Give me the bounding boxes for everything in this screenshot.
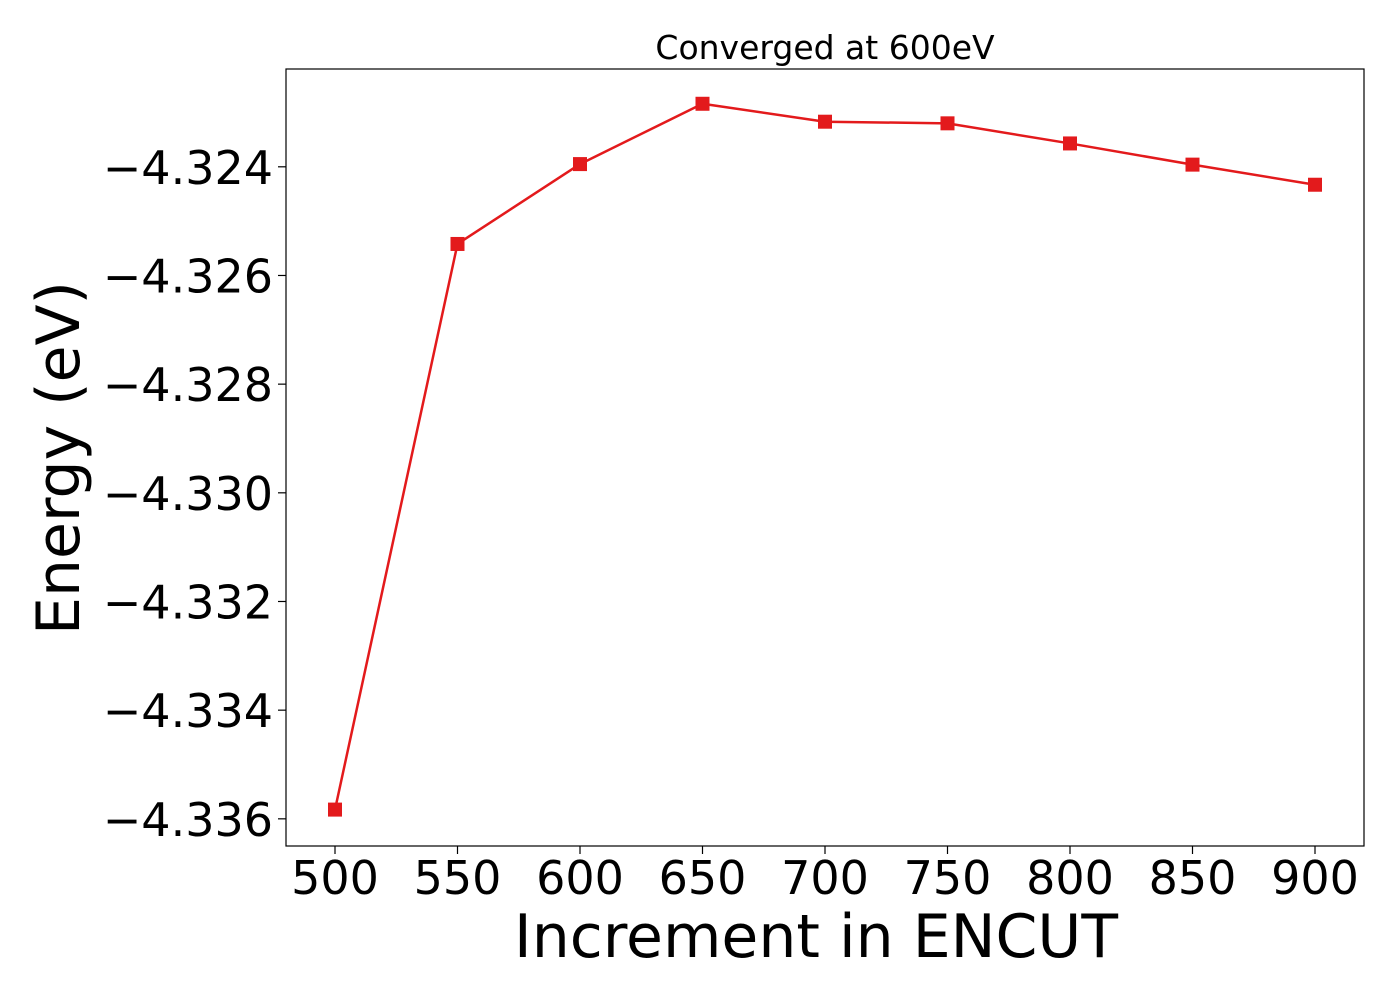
y-axis-label: Energy (eV) [24,281,94,635]
data-point [573,157,587,172]
series-line [333,102,1316,810]
x-tick-label: 550 [414,851,502,905]
x-tick-label: 700 [781,851,869,905]
plot-frame [285,68,1365,847]
x-tick-label: 750 [904,851,992,905]
data-point [1308,177,1322,192]
x-axis: 500 550 600 650 700 750 800 850 900 [291,846,1359,905]
data-point [1063,136,1077,151]
data-point [940,116,955,131]
x-tick-label: 600 [536,851,624,905]
y-axis: −4.336 −4.334 −4.332 −4.330 −4.328 −4.326 −4.3… [103,141,286,847]
data-point [328,802,342,817]
x-axis-label: Increment in ENCUT [514,902,1118,972]
x-tick-label: 500 [291,851,379,905]
x-tick-label: 800 [1026,851,1114,905]
x-tick-label: 900 [1271,851,1359,905]
data-point [1185,157,1200,172]
y-tick-label: −4.332 [103,575,273,629]
x-tick-label: 650 [659,851,747,905]
y-tick-label: −4.334 [103,684,273,738]
data-point [450,236,465,251]
y-tick-label: −4.336 [103,793,273,847]
y-tick-label: −4.324 [103,141,273,195]
chart-title: Converged at 600eV [655,28,995,67]
x-tick-label: 850 [1149,851,1237,905]
y-tick-label: −4.330 [103,467,273,521]
plot-area [285,68,1365,847]
y-tick-label: −4.326 [103,249,273,303]
data-point [818,114,832,129]
data-point [695,96,710,111]
y-tick-label: −4.328 [103,358,273,412]
